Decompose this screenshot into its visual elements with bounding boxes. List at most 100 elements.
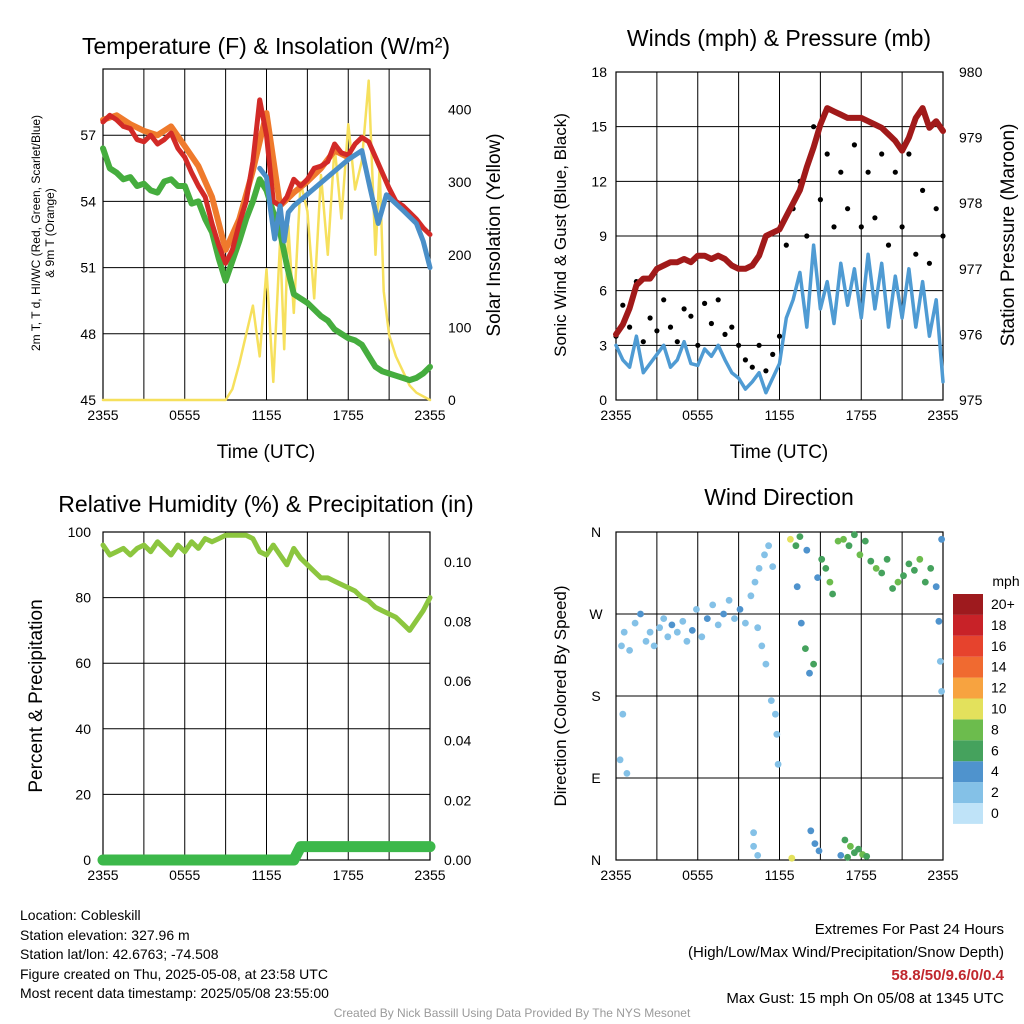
speed-legend-swatch <box>953 761 983 783</box>
gust-point <box>654 328 660 334</box>
dir-xtick-label: 1755 <box>846 867 877 883</box>
location-text: Location: Cobleskill <box>20 907 141 923</box>
direction-point <box>834 537 842 545</box>
wind-ytick-right: 978 <box>959 195 983 211</box>
gust-point <box>742 357 749 363</box>
rh-ytick-left: 80 <box>75 590 91 606</box>
direction-point <box>709 601 717 609</box>
temp-ylabel-left-1: 2m T, T d, HI/WC (Red, Green, Scarlet/Bl… <box>29 115 43 351</box>
gust-point <box>865 169 871 175</box>
direction-point <box>642 637 650 645</box>
rh-panel-title: Relative Humidity (%) & Precipitation (i… <box>58 491 473 517</box>
direction-point <box>889 585 896 592</box>
direction-point <box>736 606 744 613</box>
gust-point <box>783 242 789 248</box>
gust-point <box>838 169 844 175</box>
speed-legend-swatch <box>953 782 983 803</box>
direction-point <box>755 565 763 572</box>
direction-point <box>693 606 700 613</box>
gust-point <box>695 342 701 348</box>
direction-point <box>916 555 924 563</box>
gust-point <box>940 233 946 239</box>
gust-point <box>811 124 817 130</box>
rh-ytick-right: 0.02 <box>444 792 471 808</box>
speed-legend-label: 14 <box>991 659 1007 675</box>
gust-point <box>872 215 878 221</box>
gust-point <box>661 297 667 303</box>
rh-ytick-left: 100 <box>68 524 92 540</box>
speed-legend-label: 16 <box>991 638 1007 654</box>
dir-xtick-label: 0555 <box>682 867 713 883</box>
direction-point <box>932 583 940 591</box>
direction-point <box>731 615 738 622</box>
temp-ytick-right: 300 <box>448 174 472 190</box>
wind-ytick-right: 980 <box>959 64 983 80</box>
direction-point <box>840 535 847 543</box>
gust-point <box>906 151 912 157</box>
direction-point <box>773 730 781 738</box>
direction-point <box>814 574 821 581</box>
temp-ytick-left: 45 <box>80 392 96 408</box>
wind-ytick-left: 9 <box>599 228 607 244</box>
direction-point <box>826 578 834 586</box>
direction-point <box>797 619 805 627</box>
direction-point <box>750 829 757 837</box>
direction-point <box>761 551 768 559</box>
speed-legend-swatch <box>953 656 983 678</box>
gust-point <box>688 313 694 319</box>
dir-border <box>615 531 944 861</box>
gust-point <box>824 151 830 157</box>
speed-legend-swatch <box>953 740 983 762</box>
direction-point <box>815 847 823 855</box>
rh-xtick-label: 0555 <box>169 867 200 883</box>
rh-ytick-right: 0.06 <box>444 673 471 689</box>
temp-xtick-label: 1755 <box>333 407 364 423</box>
direction-point <box>878 569 886 577</box>
dir-panel-title: Wind Direction <box>704 484 854 510</box>
temp-ytick-left: 51 <box>80 260 96 276</box>
direction-point <box>845 542 853 550</box>
direction-point <box>803 546 811 554</box>
temp-series-hi-wc <box>257 148 433 271</box>
gust-point <box>926 260 933 266</box>
latlon-text: Station lat/lon: 42.6763; -74.508 <box>20 946 219 962</box>
gust-point <box>851 142 858 148</box>
direction-point <box>646 628 654 636</box>
wind-ytick-left: 0 <box>599 392 607 408</box>
gust-point <box>804 233 810 239</box>
direction-point <box>810 660 817 668</box>
direction-point <box>626 647 633 654</box>
extremes-box: Extremes For Past 24 Hours (High/Low/Max… <box>688 918 1004 1010</box>
speed-legend-swatch <box>953 677 983 699</box>
direction-point <box>758 642 766 650</box>
gust-point <box>817 197 824 203</box>
direction-point <box>905 560 913 568</box>
temp-ytick-right: 100 <box>448 319 472 335</box>
direction-point <box>822 565 830 572</box>
direction-point <box>619 710 627 718</box>
direction-point <box>863 853 871 860</box>
rh-ytick-left: 0 <box>83 852 91 868</box>
direction-point <box>767 697 775 704</box>
max-gust-text: Max Gust: 15 mph On 05/08 at 1345 UTC <box>726 990 1004 1007</box>
gust-point <box>763 368 769 374</box>
gust-point <box>647 315 653 321</box>
recent-data-text: Most recent data timestamp: 2025/05/08 2… <box>20 985 329 1001</box>
gust-point <box>667 324 674 330</box>
rh-ytick-right: 0.00 <box>444 852 471 868</box>
rh-ytick-right: 0.08 <box>444 613 471 629</box>
direction-point <box>750 842 757 850</box>
direction-point <box>664 633 672 641</box>
wind-ytick-left: 15 <box>591 119 607 135</box>
direction-point <box>921 578 929 586</box>
gust-point <box>681 306 687 312</box>
gust-point <box>640 339 646 345</box>
gust-point <box>845 206 851 212</box>
rh-xtick-label: 2355 <box>87 867 118 883</box>
gust-point <box>831 224 837 230</box>
direction-point <box>688 627 696 634</box>
direction-point <box>656 624 663 632</box>
speed-legend-label: 20+ <box>991 596 1015 612</box>
speed-legend-swatch <box>953 698 983 720</box>
